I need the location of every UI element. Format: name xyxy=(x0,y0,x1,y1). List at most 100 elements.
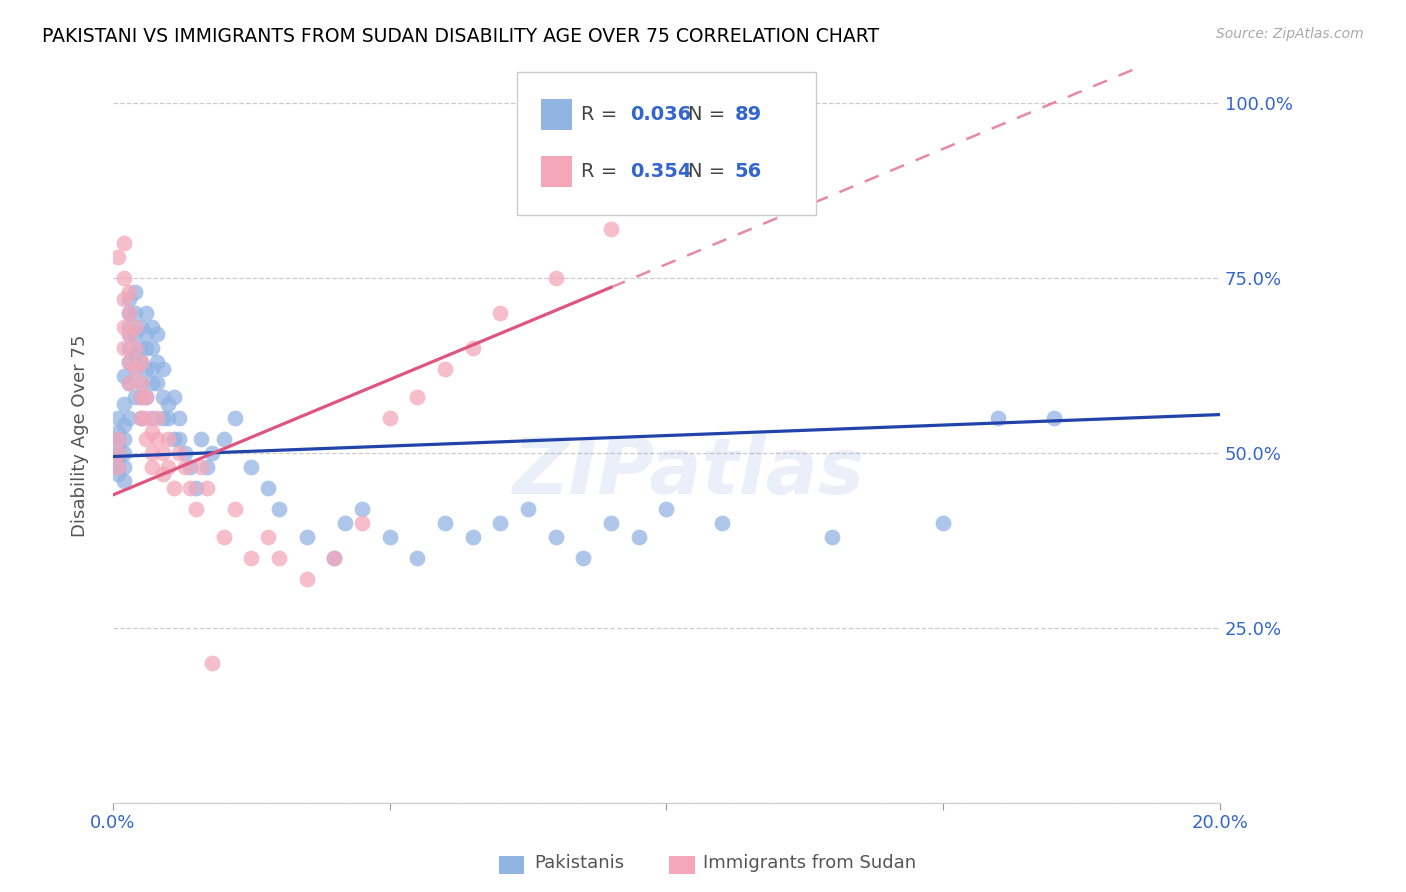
Text: ZIPatlas: ZIPatlas xyxy=(512,434,865,510)
Point xyxy=(129,376,152,391)
Text: Pakistanis: Pakistanis xyxy=(534,855,624,872)
Point xyxy=(118,320,141,334)
Point xyxy=(224,411,246,425)
Point xyxy=(173,460,195,475)
Point xyxy=(146,432,169,446)
Point xyxy=(118,411,141,425)
Point xyxy=(323,550,346,565)
FancyBboxPatch shape xyxy=(541,99,572,130)
Point xyxy=(118,306,141,320)
Point xyxy=(118,327,141,342)
Point xyxy=(1042,411,1064,425)
Point xyxy=(146,376,169,391)
Point xyxy=(124,348,146,362)
Point xyxy=(135,306,157,320)
Point xyxy=(129,341,152,355)
Point xyxy=(112,341,135,355)
Point xyxy=(112,320,135,334)
Text: R =: R = xyxy=(581,105,623,124)
Point xyxy=(152,446,174,460)
Point xyxy=(129,390,152,404)
Point xyxy=(406,390,429,404)
Point xyxy=(135,390,157,404)
Point xyxy=(141,341,163,355)
Point xyxy=(107,467,129,481)
Point xyxy=(135,327,157,342)
Point xyxy=(118,306,141,320)
Point xyxy=(112,460,135,475)
Point xyxy=(107,439,129,453)
Point xyxy=(544,271,567,285)
Point xyxy=(195,460,218,475)
Text: 0.036: 0.036 xyxy=(630,105,690,124)
Point xyxy=(256,481,278,495)
Point xyxy=(118,355,141,369)
Point xyxy=(167,432,190,446)
Point xyxy=(157,411,180,425)
Point xyxy=(240,550,263,565)
Point xyxy=(378,411,401,425)
Point xyxy=(406,550,429,565)
Point xyxy=(141,411,163,425)
Point xyxy=(112,397,135,411)
Point xyxy=(190,432,212,446)
Point xyxy=(112,418,135,433)
Point xyxy=(335,516,357,530)
Point xyxy=(141,425,163,439)
Point xyxy=(173,446,195,460)
Point xyxy=(163,390,186,404)
Point xyxy=(295,530,318,544)
Point xyxy=(544,530,567,544)
Point xyxy=(184,481,207,495)
Point xyxy=(821,530,844,544)
Point xyxy=(190,460,212,475)
Point xyxy=(489,516,512,530)
Point xyxy=(433,362,456,376)
Point xyxy=(118,292,141,306)
Point xyxy=(141,362,163,376)
Point xyxy=(350,502,373,516)
Point xyxy=(129,390,152,404)
Point xyxy=(572,550,595,565)
Y-axis label: Disability Age Over 75: Disability Age Over 75 xyxy=(72,334,89,537)
Point xyxy=(146,411,169,425)
Point xyxy=(135,362,157,376)
Text: Immigrants from Sudan: Immigrants from Sudan xyxy=(703,855,917,872)
Point xyxy=(152,362,174,376)
Point xyxy=(135,432,157,446)
Text: 0.354: 0.354 xyxy=(630,161,692,181)
Point xyxy=(378,530,401,544)
Point xyxy=(323,550,346,565)
Point xyxy=(141,446,163,460)
Point xyxy=(146,327,169,342)
Point xyxy=(129,411,152,425)
Point xyxy=(124,320,146,334)
Point xyxy=(135,411,157,425)
Point xyxy=(118,376,141,391)
Point xyxy=(118,327,141,342)
Point xyxy=(141,376,163,391)
Point xyxy=(129,355,152,369)
Point xyxy=(157,397,180,411)
Point xyxy=(124,362,146,376)
Point xyxy=(112,292,135,306)
Point xyxy=(461,341,484,355)
Point xyxy=(141,320,163,334)
Point xyxy=(107,432,129,446)
Point xyxy=(129,355,152,369)
Point xyxy=(167,446,190,460)
Point xyxy=(129,376,152,391)
Point xyxy=(932,516,955,530)
Point xyxy=(710,516,733,530)
Point xyxy=(152,390,174,404)
Point xyxy=(141,460,163,475)
Point xyxy=(201,656,224,670)
Point xyxy=(107,425,129,439)
Text: N =: N = xyxy=(689,161,733,181)
Point xyxy=(179,460,201,475)
Point xyxy=(152,467,174,481)
Text: N =: N = xyxy=(689,105,733,124)
Point xyxy=(201,446,224,460)
Point xyxy=(240,460,263,475)
Point xyxy=(256,530,278,544)
